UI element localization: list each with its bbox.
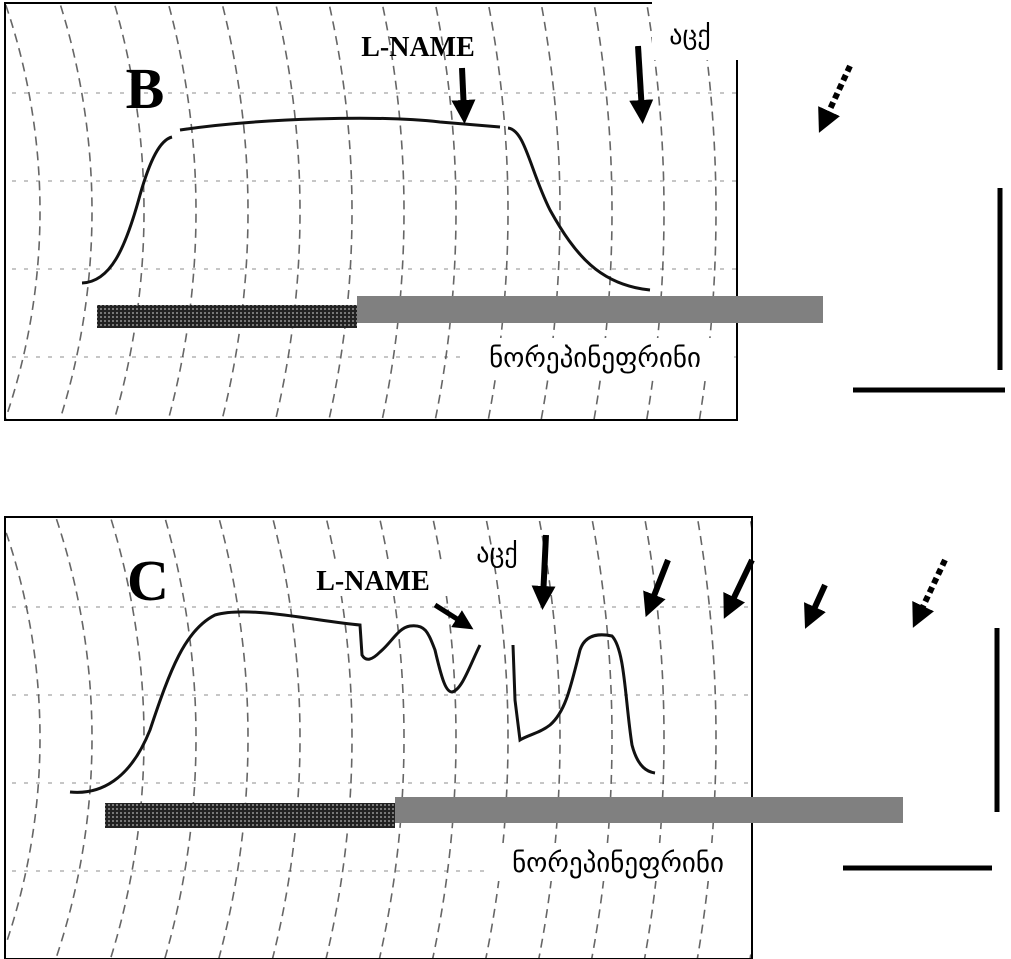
hatched-bar <box>97 305 357 328</box>
grid-arc <box>369 477 404 959</box>
trace <box>70 612 655 792</box>
grid-arc <box>423 477 456 959</box>
l-name-label: L-NAME <box>361 32 475 63</box>
grid-arc <box>480 0 508 460</box>
arrow <box>435 605 465 624</box>
dotted-arrow <box>824 66 850 122</box>
grid-arc <box>533 0 560 460</box>
norepinephrine-label: ნორეპინეფრინი <box>489 343 701 374</box>
panel-c: C L-NAME აცქ ნორეპინეფრინი <box>0 477 997 959</box>
grid-arc <box>586 0 612 460</box>
norepinephrine-label: ნორეპინეფრინი <box>512 848 724 879</box>
dotted-arrow <box>918 560 945 617</box>
grid-arc <box>798 0 820 460</box>
arrow <box>543 535 546 598</box>
grid-arc <box>637 477 664 959</box>
grid-arc <box>849 477 872 959</box>
figure: B L-NAME აცქ ნორეპინეფრინი C L-NAME აცქ … <box>0 0 1011 959</box>
grid-arc <box>211 0 248 460</box>
arrow <box>638 46 642 112</box>
grid-arc <box>46 0 92 460</box>
grid-arc <box>261 477 300 959</box>
grid-arc <box>692 0 716 460</box>
gray-bar <box>357 296 823 323</box>
grid-arc <box>745 0 768 460</box>
gray-bar <box>395 797 903 823</box>
arrow <box>729 560 752 608</box>
grid-arc <box>639 0 664 460</box>
grid-arc <box>426 0 456 460</box>
grid-arc <box>41 477 92 959</box>
grid-arc <box>316 477 352 959</box>
grid-arc <box>373 0 404 460</box>
arrow <box>810 585 825 618</box>
panel-label: B <box>126 56 165 121</box>
grid-arc <box>690 477 716 959</box>
grid-arc <box>319 0 352 460</box>
grid-arc <box>207 477 248 959</box>
l-name-label: L-NAME <box>316 566 430 597</box>
grid-arc <box>265 0 300 460</box>
hatched-bar <box>105 803 395 828</box>
ach-label: აცქ <box>476 539 517 569</box>
grid-arc <box>901 477 924 959</box>
trace <box>82 118 650 290</box>
grid-arc <box>743 477 768 959</box>
arrow <box>462 68 464 112</box>
panel-label: C <box>127 548 169 613</box>
grid-arc <box>796 477 820 959</box>
ach-label: აცქ <box>669 21 710 51</box>
grid-arc <box>584 477 612 959</box>
panel-b: B L-NAME აცქ ნორეპინეფრინი <box>0 0 1005 460</box>
